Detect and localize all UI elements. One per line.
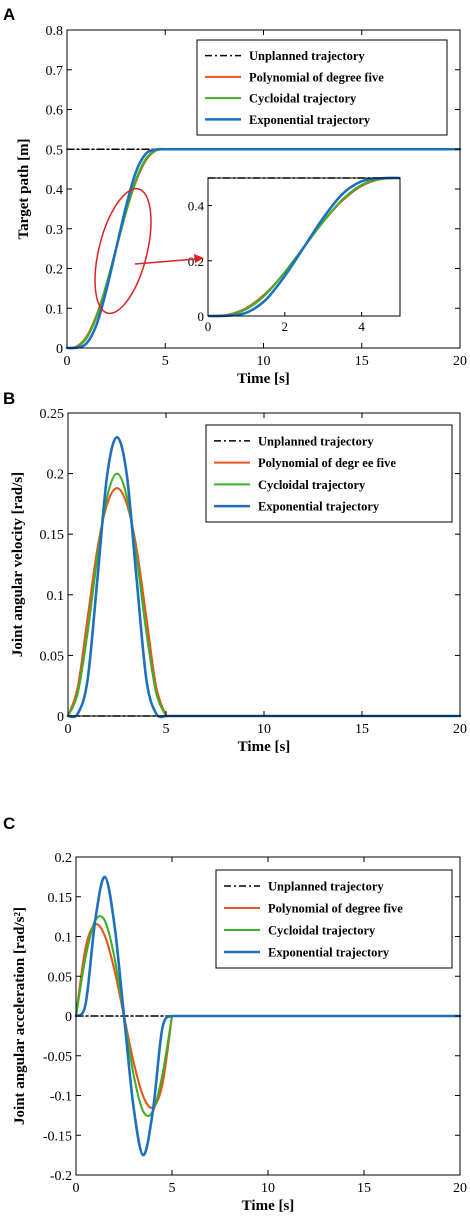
x-tick-label-c: 10 — [261, 1181, 275, 1196]
y-tick-label-c: 0.15 — [48, 891, 73, 906]
x-tick-label-b: 10 — [257, 722, 271, 737]
x-axis-label-c: Time [s] — [242, 1198, 295, 1214]
legend-label-unplanned-a: Unplanned trajectory — [249, 49, 365, 63]
legend-label-unplanned-c: Unplanned trajectory — [268, 880, 384, 894]
y-tick-label-b: 0.1 — [47, 589, 65, 604]
y-tick-label-c: -0.2 — [50, 1169, 72, 1184]
panel-label-a: A — [3, 5, 15, 24]
chart-joint-angular-velocity: 0 5 10 15 20 0 0.05 0.1 0.15 0.2 0.25 Time [s] Joint… — [10, 407, 467, 755]
x-tick-label-b: 15 — [355, 722, 369, 737]
x-tick-label-b: 5 — [163, 722, 170, 737]
y-axis-label-b: Joint angular velocity [rad/s] — [10, 472, 26, 657]
y-tick-label-a: 0.3 — [46, 223, 64, 238]
legend-b: Unplanned trajectory Polynomial of degr e… — [205, 424, 453, 523]
x-tick-label-b: 20 — [453, 722, 467, 737]
zoom-arrow-line — [134, 258, 197, 265]
inset-x-tick-label: 0 — [205, 319, 212, 334]
y-tick-label-b: 0.25 — [40, 407, 65, 422]
series-line-polynomial-b — [66, 487, 462, 718]
y-tick-label-c: 0.05 — [48, 970, 73, 985]
series-line-exponential-c — [74, 875, 462, 1157]
chart-joint-angular-acceleration: 0 5 10 15 20 -0.2 -0.15 -0.1 -0.05 0 0.05 0.1 0.15 0.… — [12, 851, 467, 1214]
x-tick-label-c: 15 — [357, 1181, 371, 1196]
y-tick-label-c: 0.1 — [55, 931, 73, 946]
x-axis-label-a: Time [s] — [237, 371, 290, 387]
legend-label-cycloidal-c: Cycloidal trajectory — [268, 924, 376, 938]
legend-c: Unplanned trajectory Polynomial of degree… — [215, 869, 453, 969]
legend-label-unplanned-b: Unplanned trajectory — [258, 434, 374, 448]
y-tick-label-b: 0.2 — [47, 468, 65, 483]
y-tick-label-a: 0.7 — [46, 64, 64, 79]
inset-series-line-exponential — [207, 176, 401, 318]
legend-label-exponential-b: Exponential trajectory — [258, 500, 380, 514]
inset-x-tick-label: 4 — [358, 319, 365, 334]
x-tick-label-a: 10 — [257, 354, 271, 369]
panel-a: A 0 5 10 15 2000.10.20.30.40.50.60.70.8Time … — [3, 5, 467, 387]
legend-a: Unplanned trajectory Polynomial of degree… — [196, 39, 448, 136]
zoom-ellipse — [94, 187, 152, 315]
y-axis-label-c: Joint angular acceleration [rad/s²] — [12, 907, 28, 1125]
y-tick-label-a: 0.1 — [46, 302, 64, 317]
series-line-cycloidal-b — [66, 472, 462, 718]
x-tick-label-a: 15 — [355, 354, 369, 369]
panel-label-b: B — [3, 389, 15, 408]
inset-frame — [207, 177, 401, 317]
x-tick-label-a: 20 — [453, 354, 467, 369]
inset-y-tick-label: 0 — [198, 309, 205, 324]
y-tick-label-a: 0.5 — [46, 143, 64, 158]
legend-label-polynomial-b: Polynomial of degr ee five — [258, 456, 396, 470]
y-tick-label-a: 0.2 — [46, 263, 64, 278]
legend-label-cycloidal-a: Cycloidal trajectory — [249, 92, 357, 106]
y-axis-label-a: Target path [m] — [16, 138, 32, 239]
panel-b: B 0 5 10 15 20 0 0.05 0.1 0.15 0.2 0.25 Time [s] Joi… — [3, 389, 467, 755]
y-tick-label-c: 0.2 — [55, 851, 73, 866]
y-tick-label-a: 0 — [56, 342, 63, 357]
y-tick-label-c: -0.1 — [50, 1090, 72, 1105]
x-tick-label-c: 20 — [453, 1181, 467, 1196]
x-tick-label-a: 0 — [64, 354, 71, 369]
x-tick-label-c: 5 — [169, 1181, 176, 1196]
panel-label-c: C — [3, 814, 15, 833]
y-tick-label-c: 0 — [65, 1010, 72, 1025]
x-tick-label-b: 0 — [65, 722, 72, 737]
inset-y-tick-label: 0.4 — [188, 199, 205, 214]
y-tick-label-b: 0.15 — [40, 528, 65, 543]
series-line-exponential-b — [66, 435, 462, 719]
y-tick-label-b: 0.05 — [40, 649, 65, 664]
inset-x-tick-label: 2 — [282, 319, 289, 334]
x-tick-label-a: 5 — [162, 354, 169, 369]
x-axis-label-b: Time [s] — [238, 739, 291, 755]
legend-label-cycloidal-b: Cycloidal trajectory — [258, 478, 366, 492]
y-tick-label-b: 0 — [57, 710, 64, 725]
x-tick-label-c: 0 — [73, 1181, 80, 1196]
legend-label-exponential-c: Exponential trajectory — [268, 946, 390, 960]
y-tick-label-a: 0.6 — [46, 104, 64, 119]
series-line-exponential-a — [65, 147, 462, 350]
panel-c: C 0 5 10 15 20 -0.2 -0.15 -0.1 -0.05 0 0.05 0.1 0.15… — [3, 814, 467, 1214]
legend-label-exponential-a: Exponential trajectory — [249, 113, 371, 127]
y-tick-label-c: -0.15 — [43, 1129, 72, 1144]
zoom-arrow-head — [194, 254, 204, 263]
y-tick-label-a: 0.8 — [46, 24, 64, 39]
y-tick-label-a: 0.4 — [46, 183, 64, 198]
zoom-arrow — [134, 254, 204, 265]
legend-label-polynomial-c: Polynomial of degree five — [268, 902, 403, 916]
legend-label-polynomial-a: Polynomial of degree five — [249, 70, 384, 84]
y-tick-label-c: -0.05 — [43, 1050, 72, 1065]
